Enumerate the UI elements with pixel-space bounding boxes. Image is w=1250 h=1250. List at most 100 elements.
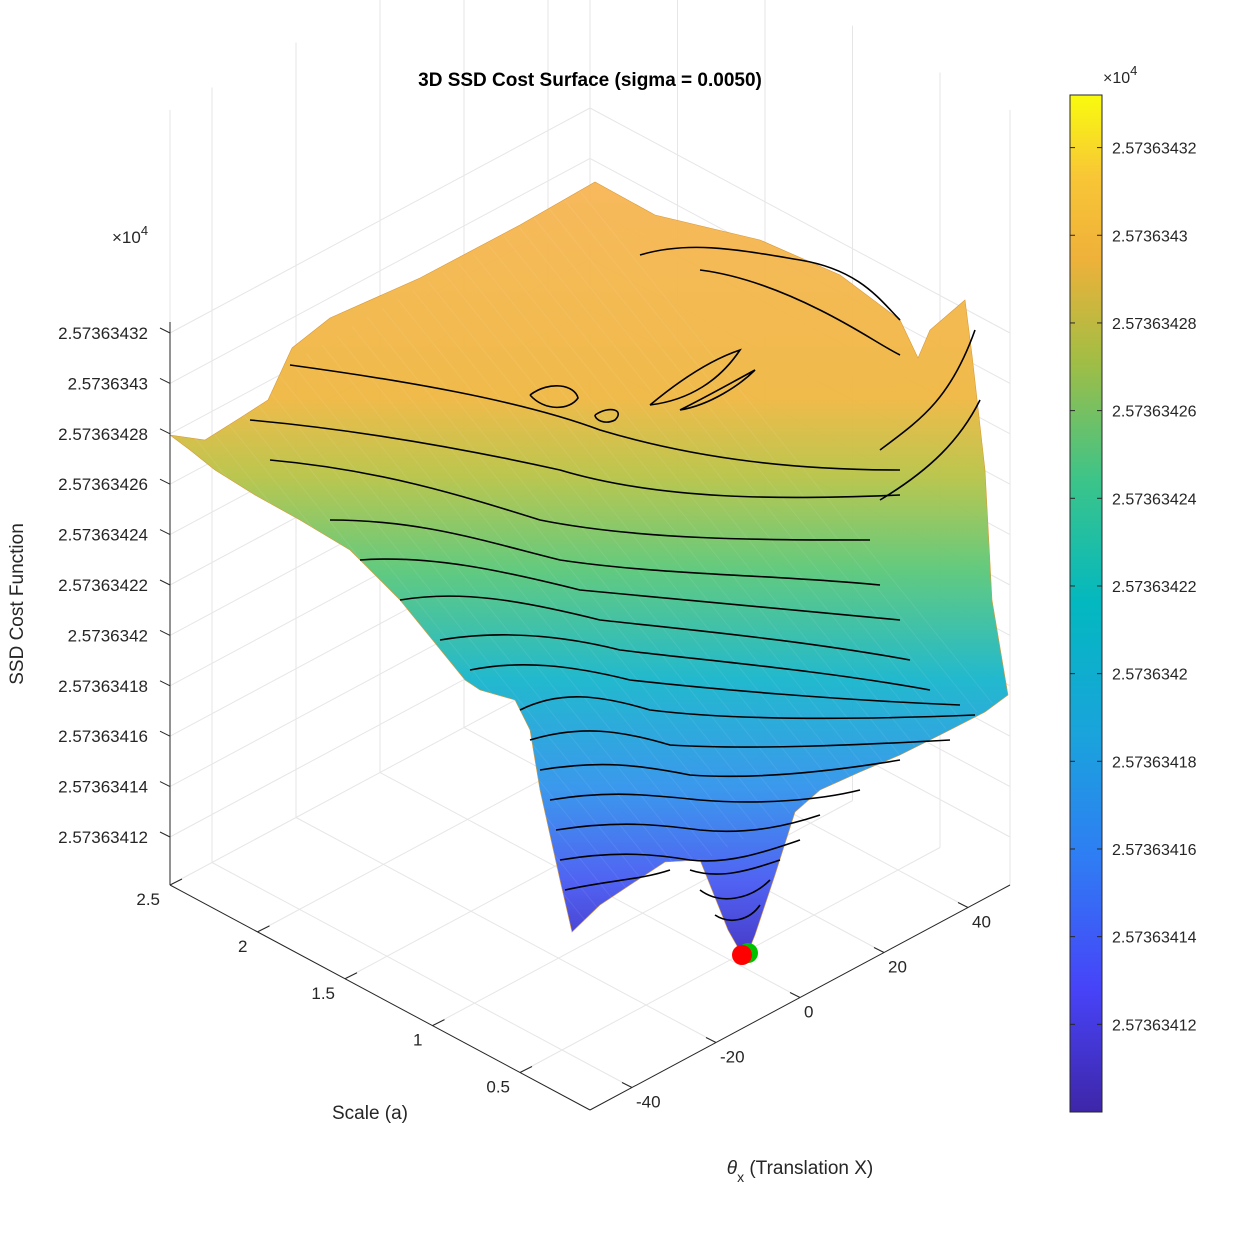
surface-mesh-line xyxy=(382,308,791,814)
contour-line-16 xyxy=(699,879,771,900)
z-tick-mark-6 xyxy=(159,529,171,536)
surface-patch xyxy=(169,181,1009,961)
surface-mesh-line xyxy=(184,425,588,924)
surface-mesh-line xyxy=(579,190,993,704)
contour-line-8 xyxy=(519,696,976,720)
z-tick-mark-10 xyxy=(159,327,171,334)
colorbar-tick-label-8: 2.57363428 xyxy=(1112,316,1197,333)
y-tick-mark-1 xyxy=(432,1019,445,1027)
surface-mesh-line xyxy=(215,407,620,907)
contour-line-4 xyxy=(359,558,901,621)
surface-mesh-line xyxy=(427,281,838,789)
contour-line-13 xyxy=(559,839,801,862)
contour-line-0 xyxy=(289,364,901,471)
colorbar-tick-label-2: 2.57363416 xyxy=(1112,842,1197,859)
y-tick-mark-3 xyxy=(257,925,270,933)
z-tick-mark-2 xyxy=(159,730,171,737)
z-exponent-base: ×10 xyxy=(112,228,141,247)
grid-wall-z-10 xyxy=(169,107,1011,334)
colorbar-exponent-power: 4 xyxy=(1130,63,1137,78)
y-tick-labels: 0.5 1 1.5 2 2.5 xyxy=(136,890,510,1097)
contour-line-11 xyxy=(549,789,861,803)
z-exponent-power: 4 xyxy=(141,223,148,238)
surface-mesh-line xyxy=(260,380,666,882)
colorbar-tick-label-4: 2.5736342 xyxy=(1112,667,1188,684)
contour-line-23 xyxy=(594,408,620,423)
surface-mesh-line xyxy=(245,389,651,890)
contour-line-3 xyxy=(329,519,881,586)
z-tick-label-5: 2.57363422 xyxy=(58,576,148,595)
x-axis-label-symbol: θ xyxy=(727,1158,738,1179)
surface-mesh-line xyxy=(306,353,713,857)
z-tick-mark-3 xyxy=(159,680,171,687)
z-tick-label-3: 2.57363418 xyxy=(58,677,148,696)
z-tick-label-0: 2.57363412 xyxy=(58,828,148,847)
y-tick-label-1: 1 xyxy=(413,1031,422,1050)
contour-line-12 xyxy=(555,814,821,833)
x-tick-label-2: 0 xyxy=(804,1003,813,1022)
surface-mesh-line xyxy=(275,371,682,874)
contour-line-22 xyxy=(529,385,579,409)
surface-mesh-line xyxy=(549,208,962,721)
surface-mesh-line xyxy=(397,299,806,806)
x-tick-label-0: -40 xyxy=(636,1093,661,1112)
z-tick-label-8: 2.57363428 xyxy=(58,425,148,444)
x-tick-label-1: -20 xyxy=(720,1048,745,1067)
z-tick-label-6: 2.57363424 xyxy=(58,526,148,545)
surface-mesh-line xyxy=(503,235,915,747)
z-axis-label: SSD Cost Function xyxy=(7,523,28,685)
surface-mesh-line xyxy=(321,344,729,848)
axes xyxy=(159,322,1011,1111)
z-tick-label-10: 2.57363432 xyxy=(58,324,148,343)
contour-line-1 xyxy=(249,419,901,499)
colorbar-tick-label-6: 2.57363424 xyxy=(1112,491,1197,508)
surface-mesh-line xyxy=(564,199,978,713)
contour-line-5 xyxy=(399,595,911,661)
z-tick-mark-4 xyxy=(159,629,171,636)
colorbar-tick-label-10: 2.57363432 xyxy=(1112,141,1197,158)
contour-line-14 xyxy=(564,869,671,891)
z-tick-label-1: 2.57363414 xyxy=(58,778,148,797)
colorbar-exponent-base: ×10 xyxy=(1103,70,1130,87)
cost-surface xyxy=(169,181,1009,961)
x-tick-mark-0 xyxy=(621,1082,633,1088)
colorbar-tick-label-1: 2.57363414 xyxy=(1112,930,1197,947)
colorbar-tick-label-5: 2.57363422 xyxy=(1112,579,1197,596)
x-tick-mark-1 xyxy=(705,1037,717,1043)
x-axis-label-subscript: x xyxy=(737,1169,744,1185)
contour-line-25 xyxy=(679,369,756,411)
z-tick-mark-8 xyxy=(159,428,171,435)
colorbar-exponent-label: ×104 xyxy=(1103,63,1137,87)
z-tick-label-4: 2.5736342 xyxy=(68,626,148,645)
y-tick-mark-2 xyxy=(344,972,358,980)
z-exponent-label: ×104 xyxy=(112,223,148,247)
y-tick-label-2: 1.5 xyxy=(311,984,335,1003)
contour-line-10 xyxy=(539,759,901,778)
z-tick-label-2: 2.57363416 xyxy=(58,727,148,746)
minimum-markers xyxy=(732,943,758,965)
contour-line-2 xyxy=(269,459,871,541)
y-tick-label-0: 0.5 xyxy=(486,1078,510,1097)
z-tick-mark-0 xyxy=(159,831,171,838)
surface-mesh-line xyxy=(488,244,900,755)
contour-line-7 xyxy=(469,664,961,706)
surface-mesh-line xyxy=(533,217,947,730)
surface-mesh-line xyxy=(473,253,884,764)
x-axis-label-text: (Translation X) xyxy=(744,1158,873,1179)
surface-mesh-line xyxy=(291,362,697,865)
z-tick-mark-1 xyxy=(159,781,171,788)
x-tick-mark-3 xyxy=(873,947,885,953)
colorbar-tick-label-0: 2.57363412 xyxy=(1112,1017,1197,1034)
x-tick-labels: -40 -20 0 20 40 xyxy=(636,913,991,1112)
contour-line-21 xyxy=(699,269,901,356)
x-tick-label-4: 40 xyxy=(972,913,991,932)
y-tick-mark-0 xyxy=(519,1066,533,1073)
contour-line-24 xyxy=(649,348,742,406)
grid-floor-y-0 xyxy=(519,847,941,1073)
colorbar-tick-label-3: 2.57363418 xyxy=(1112,754,1197,771)
z-tick-labels: 2.57363412 2.57363414 2.57363416 2.57363418… xyxy=(58,324,148,847)
surface-mesh-line xyxy=(412,290,822,797)
z-tick-label-7: 2.57363426 xyxy=(58,475,148,494)
